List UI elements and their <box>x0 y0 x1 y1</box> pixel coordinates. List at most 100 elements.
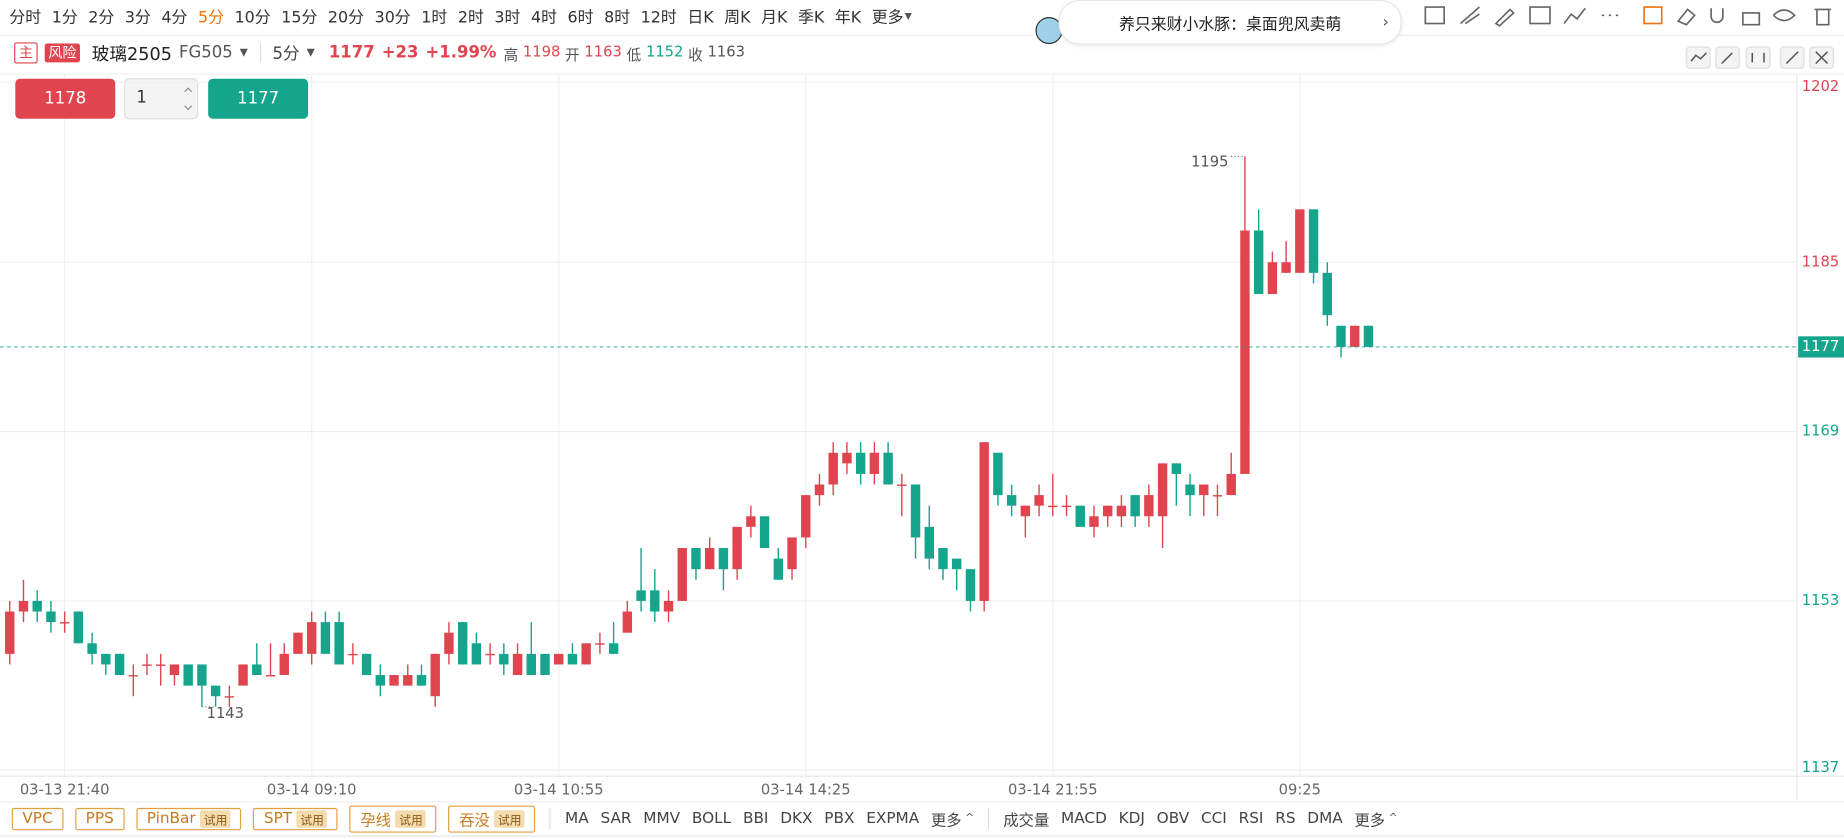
candle-body <box>1006 495 1017 506</box>
candle-body <box>183 664 193 686</box>
period-tab[interactable]: 2分 <box>88 8 115 28</box>
candle-body <box>59 622 70 624</box>
indicator-tab[interactable]: RSI <box>1238 809 1264 828</box>
candle-body <box>485 653 495 656</box>
period-tab[interactable]: 10分 <box>234 8 271 28</box>
buy-button[interactable]: 1178 <box>15 78 116 119</box>
period[interactable]: 5分 <box>272 44 300 64</box>
period-tab[interactable]: 8时 <box>604 8 631 28</box>
candle-body <box>389 675 399 686</box>
x-tick-label: 03-14 10:55 <box>514 781 604 798</box>
candle-body <box>46 611 56 623</box>
stat-value: 1163 <box>707 41 745 60</box>
sell-button[interactable]: 1177 <box>208 78 309 119</box>
candle-body <box>581 643 591 665</box>
candle-body <box>1075 505 1085 527</box>
indicator-tab[interactable]: BBI <box>742 809 769 828</box>
indicator-tab[interactable]: MACD <box>1061 809 1107 828</box>
last-price: 1177 <box>328 43 375 63</box>
period-tab[interactable]: 4分 <box>161 8 188 28</box>
indicator-tab[interactable]: EXPMA <box>866 809 920 828</box>
candle-body <box>512 653 523 676</box>
candle-body <box>883 452 893 485</box>
period-tab[interactable]: 2时 <box>457 8 484 28</box>
period-tab[interactable]: 20分 <box>327 8 365 28</box>
pattern-label: SPT <box>263 809 293 828</box>
indicator-tab[interactable]: DMA <box>1307 809 1343 828</box>
indicator-tab[interactable]: DKX <box>780 809 813 828</box>
period-tab[interactable]: 月K <box>761 8 788 28</box>
tool-icons[interactable] <box>1424 6 1832 27</box>
candle-body <box>169 664 180 676</box>
period-tab[interactable]: 4时 <box>530 8 557 28</box>
period-tab[interactable]: 3时 <box>494 8 521 28</box>
indicator-tab[interactable]: RS <box>1275 809 1296 828</box>
max-label: 1195 <box>1191 153 1228 170</box>
candle-body <box>554 653 564 665</box>
period-tab[interactable]: 年K <box>834 8 862 28</box>
candle-body <box>1281 262 1291 273</box>
period-tab[interactable]: 30分 <box>374 8 411 28</box>
candle-body <box>32 600 42 612</box>
pattern-button[interactable]: 吞没 试用 <box>448 804 536 833</box>
period-tab[interactable]: 15分 <box>281 8 318 28</box>
candle-body <box>567 653 578 665</box>
header: 主 风险 玻璃2505 FG505 ▼ 5分 ▼ 1177 +23 +1.99% 高… <box>14 41 745 65</box>
pattern-button[interactable]: 孕线 试用 <box>349 804 437 833</box>
period-tab[interactable]: 日K <box>687 8 714 28</box>
indicator-tab[interactable]: MA <box>565 809 589 828</box>
indicator-tab[interactable]: SAR <box>600 809 632 828</box>
candle-body <box>787 537 797 570</box>
pattern-button[interactable]: PinBar 试用 <box>136 807 242 830</box>
candle-body <box>1295 209 1305 273</box>
indicator-tab[interactable]: 更多 <box>1354 812 1386 830</box>
indicator-tab[interactable]: OBV <box>1156 809 1190 828</box>
period-tab[interactable]: 周K <box>724 8 751 28</box>
candle-body <box>156 664 166 666</box>
chevron: › <box>1382 12 1389 32</box>
badge: 试用 <box>395 809 427 828</box>
indicator-tab[interactable]: 成交量 <box>1003 812 1050 830</box>
risk-tag: 风险 <box>44 43 81 63</box>
contract-name: 玻璃2505 <box>91 42 172 65</box>
spinner[interactable] <box>184 87 193 111</box>
indicator-tab[interactable]: BOLL <box>691 809 732 828</box>
indicator-tab[interactable]: PBX <box>824 809 855 828</box>
period-tab[interactable]: 6时 <box>567 8 594 28</box>
qty-input[interactable]: 1 <box>136 88 147 108</box>
y-tick-label: 1185 <box>1802 253 1839 270</box>
period-tab[interactable]: 12时 <box>640 8 677 28</box>
indicator-tab[interactable]: KDJ <box>1118 809 1145 828</box>
candle-body <box>732 526 742 570</box>
pattern-button[interactable]: PPS <box>75 807 125 830</box>
period-tab[interactable]: 1时 <box>421 8 448 28</box>
period-tab[interactable]: 季K <box>797 8 825 28</box>
indicator-tab[interactable]: CCI <box>1200 809 1227 828</box>
indicator-tab[interactable]: 更多 <box>930 812 962 830</box>
candle-body <box>993 452 1003 496</box>
candle-body <box>457 622 468 665</box>
window-icons[interactable] <box>1685 46 1835 69</box>
candle-body <box>306 622 317 654</box>
pattern-button[interactable]: VPC <box>11 807 64 830</box>
candle-body <box>965 569 976 601</box>
main-tag: 主 <box>14 42 38 64</box>
indicator-tab[interactable]: MMV <box>643 809 681 828</box>
contract-code[interactable]: FG505 <box>179 43 233 63</box>
pattern-button[interactable]: SPT 试用 <box>253 807 339 830</box>
candle-body <box>910 484 921 538</box>
candle-body <box>1048 505 1058 508</box>
period-tab[interactable]: 分时 <box>9 8 42 28</box>
banner[interactable]: 养只来财小水豚：桌面兜风卖萌 › <box>1058 0 1402 45</box>
candle-body <box>444 632 454 654</box>
banner-text: 养只来财小水豚：桌面兜风卖萌 <box>1118 15 1342 35</box>
x-tick-label: 03-14 21:55 <box>1008 781 1098 798</box>
qty-input-box[interactable] <box>124 78 199 120</box>
candle-body <box>595 643 605 645</box>
period-tab[interactable]: 1分 <box>51 8 78 28</box>
x-tick-label: 03-14 09:10 <box>267 781 357 798</box>
stat-label: 低 <box>626 45 642 63</box>
period-tab[interactable]: 3分 <box>124 8 151 28</box>
period-tab[interactable]: 更多 <box>871 8 904 28</box>
period-tab[interactable]: 5分 <box>198 8 224 28</box>
